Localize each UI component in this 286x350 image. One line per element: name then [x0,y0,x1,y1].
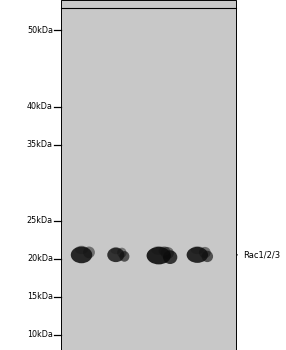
Ellipse shape [191,246,204,254]
Ellipse shape [152,246,166,255]
Text: 15kDa: 15kDa [27,292,53,301]
Ellipse shape [111,247,121,254]
Ellipse shape [202,251,213,262]
Text: 35kDa: 35kDa [27,140,53,149]
Text: 25kDa: 25kDa [27,216,53,225]
Text: 40kDa: 40kDa [27,102,53,111]
Ellipse shape [163,250,177,264]
Ellipse shape [75,246,88,254]
Ellipse shape [199,247,211,258]
Text: 10kDa: 10kDa [27,330,53,339]
Text: 20kDa: 20kDa [27,254,53,263]
Text: Rac1/2/3: Rac1/2/3 [243,250,280,259]
Ellipse shape [159,246,170,256]
Ellipse shape [71,246,92,263]
Ellipse shape [107,248,124,262]
Ellipse shape [160,247,174,259]
Ellipse shape [186,247,208,263]
Ellipse shape [117,248,126,258]
Ellipse shape [119,251,129,262]
Bar [61,0,236,350]
Text: 50kDa: 50kDa [27,26,53,35]
Ellipse shape [83,246,95,258]
Ellipse shape [147,247,171,264]
